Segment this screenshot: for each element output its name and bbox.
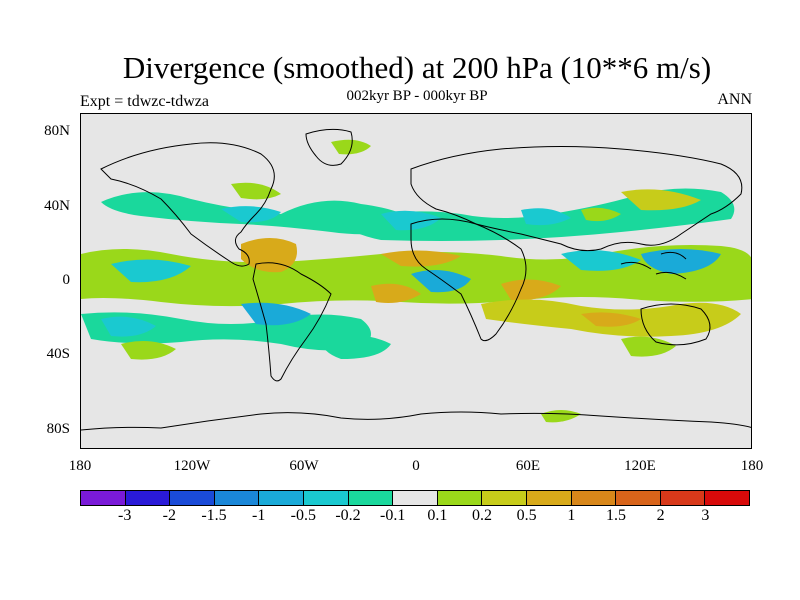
colorbar-swatch [482, 491, 527, 505]
lat-label: 80S [46, 421, 70, 437]
lon-label: 120W [173, 458, 211, 474]
contour-patch [561, 250, 641, 271]
colorbar-swatch [437, 491, 483, 505]
colorbar-label: 2 [656, 507, 665, 524]
colorbar-label: -1.5 [201, 507, 227, 524]
colorbar-label: -1 [251, 507, 266, 524]
lon-label: 180 [68, 458, 92, 474]
coastline [410, 146, 743, 252]
divergence-contours [81, 139, 751, 423]
colorbar-label: -3 [117, 507, 132, 524]
plot-title: Divergence (smoothed) at 200 hPa (10**6 … [122, 50, 712, 85]
colorbar-swatch [393, 491, 438, 505]
contour-patch [101, 316, 156, 337]
colorbar [80, 490, 750, 506]
colorbar-label: -2 [162, 507, 176, 524]
coastline [81, 411, 751, 431]
lat-label: 80N [44, 123, 70, 139]
contour-patch [121, 340, 176, 360]
colorbar-label: 0.1 [427, 507, 448, 524]
colorbar-swatch [348, 491, 394, 505]
coastline [640, 303, 711, 346]
colorbar-label: 0.2 [472, 507, 492, 524]
contour-patch [81, 312, 371, 351]
contour-patch [321, 335, 391, 359]
lat-label: 40S [46, 346, 70, 362]
colorbar-swatch [214, 491, 260, 505]
colorbar-swatch [259, 491, 304, 505]
lon-label: 60W [289, 458, 319, 474]
colorbar-swatch [705, 491, 749, 505]
colorbar-swatch [616, 491, 661, 505]
lat-label: 40N [44, 198, 70, 214]
contour-patch [621, 336, 676, 357]
contour-patch [381, 210, 441, 231]
contour-patch [231, 182, 281, 200]
colorbar-label: 0.5 [516, 507, 537, 524]
contour-patch [521, 208, 571, 226]
colorbar-label: -0.2 [335, 507, 361, 524]
colorbar-swatch [125, 491, 171, 505]
coastline [100, 142, 275, 267]
contour-patch [581, 312, 641, 327]
colorbar-label: -0.1 [379, 507, 406, 524]
coastline [620, 251, 687, 280]
contour-patch [371, 283, 421, 303]
colorbar-label: -0.5 [290, 507, 316, 524]
contour-patch [501, 279, 561, 301]
colorbar-label: 1.5 [606, 507, 626, 524]
lon-label: 60E [515, 458, 541, 474]
colorbar-swatch [303, 491, 349, 505]
contour-patch [411, 270, 471, 293]
coastline [252, 262, 332, 382]
colorbar-label: 1 [567, 507, 576, 524]
coastlines [81, 128, 751, 431]
contour-patch [111, 259, 191, 283]
lon-label: 120E [624, 458, 656, 474]
contour-patch [621, 189, 701, 211]
contour-patch [581, 207, 621, 222]
divergence-map [80, 113, 752, 449]
contour-patch [541, 410, 581, 423]
colorbar-swatch [660, 491, 706, 505]
lon-label: 0 [412, 458, 420, 474]
colorbar-label: 3 [701, 507, 710, 524]
lon-label: 180 [740, 458, 764, 474]
season-label: ANN [717, 91, 752, 108]
contour-patch [381, 250, 461, 267]
experiment-label: Expt = tdwzc-tdwza [80, 93, 209, 110]
lat-label: 0 [62, 272, 71, 288]
map-svg [81, 128, 751, 431]
contour-patch [241, 302, 311, 326]
colorbar-swatch [81, 491, 126, 505]
colorbar-swatch [526, 491, 572, 505]
contour-patch [641, 249, 721, 274]
colorbar-swatch [571, 491, 617, 505]
plot-subtitle: 002kyr BP - 000kyr BP [346, 88, 488, 104]
coastline [410, 218, 527, 342]
colorbar-swatch [170, 491, 215, 505]
contour-patch [241, 238, 297, 273]
coastline [305, 128, 353, 166]
contour-patch [221, 206, 281, 223]
